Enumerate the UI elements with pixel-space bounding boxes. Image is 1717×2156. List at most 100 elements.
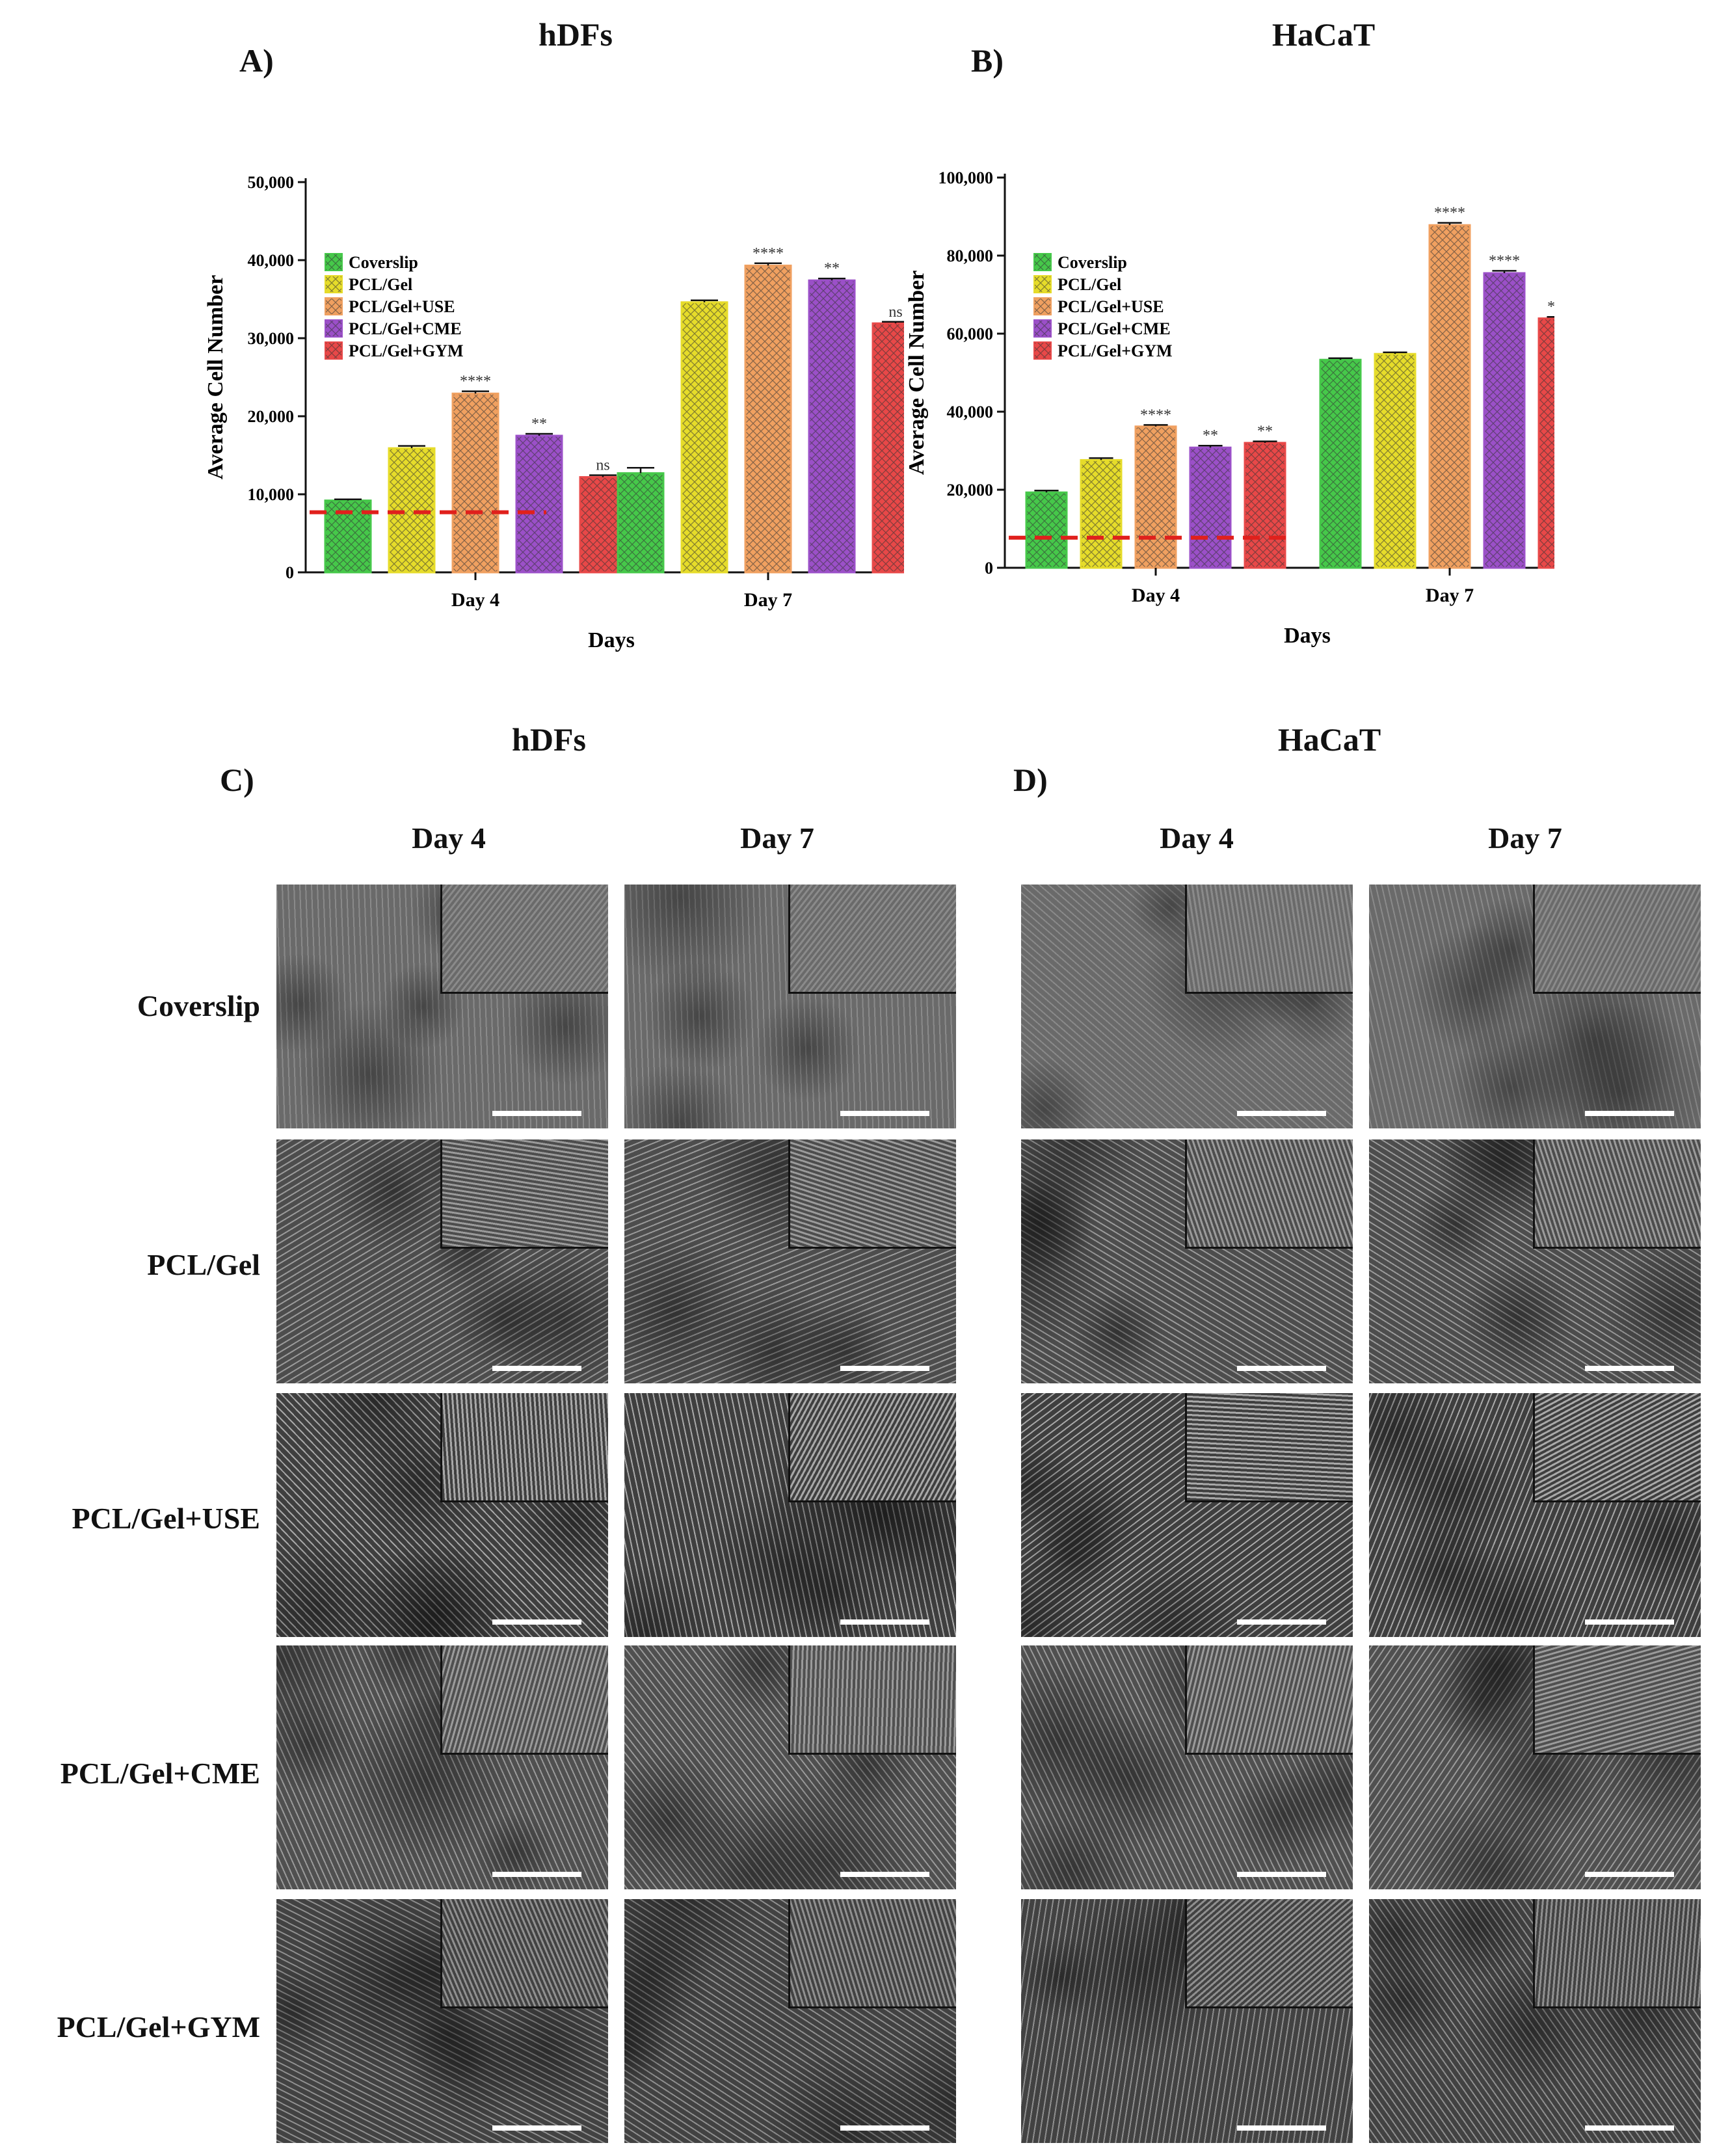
legend-label: PCL/Gel — [1058, 275, 1121, 294]
x-tick-label: Day 7 — [1426, 585, 1474, 606]
significance-label: ns — [596, 457, 609, 474]
significance-label: ** — [1257, 423, 1273, 440]
significance-label: **** — [460, 373, 491, 390]
micrograph-image — [1369, 885, 1701, 1128]
micrograph-image — [1369, 1393, 1701, 1637]
y-tick-label: 30,000 — [248, 329, 295, 348]
bar — [1483, 272, 1526, 569]
legend-swatch — [1033, 297, 1052, 315]
micrograph-inset — [1185, 1899, 1353, 2008]
legend-swatch — [325, 319, 343, 338]
bar — [617, 472, 665, 574]
panel-letter-a: A) — [239, 42, 274, 79]
scale-bar — [1236, 1111, 1327, 1117]
legend-swatch — [1033, 275, 1052, 293]
col-header-c-day4: Day 4 — [412, 821, 486, 855]
micrograph-inset — [1185, 1393, 1353, 1502]
micrograph-inset — [440, 1645, 608, 1755]
micrograph-image — [624, 1899, 956, 2143]
bar — [1428, 224, 1471, 569]
scale-bar — [1236, 2125, 1327, 2131]
bar — [1134, 425, 1177, 569]
row-header-pcl-gel-gym: PCL/Gel+GYM — [57, 2010, 260, 2043]
micrograph-inset — [440, 1899, 608, 2008]
micrograph-inset — [788, 1393, 956, 1502]
scale-bar — [840, 1111, 930, 1117]
scale-bar — [492, 1366, 582, 1372]
micrograph-inset — [1185, 1645, 1353, 1755]
legend-label: PCL/Gel+USE — [1058, 297, 1164, 316]
scale-bar — [492, 1872, 582, 1878]
legend-label: PCL/Gel+GYM — [349, 341, 464, 360]
micrograph-inset — [1185, 1139, 1353, 1249]
scale-bar — [1236, 1872, 1327, 1878]
panel-title-d: HaCaT — [1277, 721, 1381, 758]
chart-b-svg: 0 20,000 40,000 60,000 80,000 100,000 Average … — [905, 168, 1580, 648]
bar — [1319, 358, 1362, 569]
x-tick-label: Day 4 — [1132, 585, 1180, 606]
legend-swatch — [325, 275, 343, 293]
significance-label: **** — [1140, 406, 1171, 423]
micrograph-image — [1369, 1899, 1701, 2143]
bar — [1080, 459, 1123, 569]
significance-label: **** — [1434, 205, 1465, 222]
bar — [872, 322, 920, 574]
panel-title-b: HaCaT — [1271, 16, 1376, 53]
micrograph-inset — [1533, 885, 1701, 994]
micrograph-inset — [788, 1899, 956, 2008]
micrograph-inset — [1533, 1899, 1701, 2008]
micrograph-image — [624, 885, 956, 1128]
panel-letter-d: D) — [1013, 762, 1048, 798]
micrograph-image — [1021, 885, 1353, 1128]
micrograph-image — [276, 1139, 608, 1383]
scale-bar — [840, 1366, 930, 1372]
row-header-pcl-gel-use: PCL/Gel+USE — [72, 1502, 260, 1535]
panel-title-a: hDFs — [539, 16, 613, 53]
bar — [451, 392, 499, 574]
scale-bar — [1584, 1366, 1675, 1372]
legend-label: Coverslip — [1058, 253, 1127, 272]
micrograph-inset — [1533, 1645, 1701, 1755]
legend-swatch — [1033, 341, 1052, 360]
micrograph-inset — [788, 1645, 956, 1755]
scale-bar — [1236, 1366, 1327, 1372]
bar — [1244, 442, 1286, 569]
y-axis-label: Average Cell Number — [204, 275, 228, 480]
row-header-coverslip: Coverslip — [137, 989, 260, 1022]
col-header-c-day7: Day 7 — [740, 821, 814, 855]
micrograph-image — [1369, 1139, 1701, 1383]
bar — [515, 434, 563, 574]
legend-label: PCL/Gel+USE — [349, 297, 455, 316]
legend-label: Coverslip — [349, 253, 418, 272]
micrograph-image — [276, 885, 608, 1128]
legend-label: PCL/Gel+GYM — [1058, 341, 1173, 360]
chart-b: 0 20,000 40,000 60,000 80,000 100,000 Average … — [904, 146, 1580, 667]
scale-bar — [492, 2125, 582, 2131]
x-axis-label: Days — [1284, 624, 1331, 648]
scale-bar — [840, 2125, 930, 2131]
legend-label: PCL/Gel+CME — [1058, 319, 1171, 338]
significance-label: **** — [752, 245, 784, 262]
scale-bar — [492, 1111, 582, 1117]
micrograph-image — [1021, 1645, 1353, 1889]
significance-label: **** — [1489, 252, 1520, 269]
scale-bar — [1584, 2125, 1675, 2131]
micrograph-inset — [1533, 1139, 1701, 1249]
bar — [1189, 446, 1232, 569]
x-tick-label: Day 7 — [744, 589, 792, 611]
micrograph-inset — [788, 885, 956, 994]
bar — [1537, 317, 1580, 569]
micrograph-image — [624, 1139, 956, 1383]
x-tick-label: Day 4 — [451, 589, 499, 611]
panel-letter-c: C) — [220, 762, 254, 798]
micrograph-image — [1021, 1899, 1353, 2143]
chart-a: 0 10,000 20,000 30,000 40,000 50,000 Average C… — [195, 146, 920, 667]
micrograph-inset — [440, 1139, 608, 1249]
micrograph-inset — [440, 885, 608, 994]
legend-label: PCL/Gel — [349, 275, 412, 294]
significance-label: ns — [888, 304, 902, 321]
legend-swatch — [325, 253, 343, 271]
chart-a-svg: 0 10,000 20,000 30,000 40,000 50,000 Average C… — [204, 173, 920, 652]
micrograph-image — [624, 1645, 956, 1889]
micrograph-image — [1369, 1645, 1701, 1889]
